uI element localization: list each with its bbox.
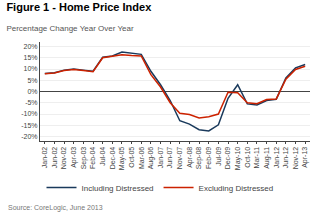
svg-text:-20%: -20%	[21, 133, 37, 140]
svg-text:Jan-12: Jan-12	[273, 147, 280, 169]
svg-text:Apr-08: Apr-08	[186, 147, 194, 168]
svg-text:May-05: May-05	[118, 147, 126, 170]
svg-text:Percentage Change Year Over Ye: Percentage Change Year Over Year	[6, 24, 134, 33]
svg-text:Mar-11: Mar-11	[253, 147, 260, 169]
svg-text:Jul-09: Jul-09	[215, 147, 222, 166]
svg-text:Jul-04: Jul-04	[99, 147, 106, 166]
svg-text:May-10: May-10	[234, 147, 242, 170]
svg-text:Excluding Distressed: Excluding Distressed	[199, 184, 274, 193]
svg-text:Sep-08: Sep-08	[195, 147, 203, 170]
svg-text:Source: CoreLogic, June 2013: Source: CoreLogic, June 2013	[8, 204, 103, 212]
svg-text:Oct-10: Oct-10	[244, 147, 251, 168]
svg-text:Nov-12: Nov-12	[292, 147, 299, 170]
svg-text:-15%: -15%	[21, 122, 37, 129]
svg-text:Dec-09: Dec-09	[224, 147, 231, 170]
svg-text:5%: 5%	[27, 77, 37, 84]
svg-text:Feb-04: Feb-04	[89, 147, 96, 169]
svg-text:15%: 15%	[24, 54, 38, 61]
svg-text:Figure 1 - Home Price Index: Figure 1 - Home Price Index	[6, 1, 152, 13]
svg-text:Nov-07: Nov-07	[176, 147, 183, 170]
svg-text:Mar-06: Mar-06	[138, 147, 145, 169]
svg-text:0%: 0%	[27, 88, 37, 95]
svg-text:-10%: -10%	[21, 110, 37, 117]
svg-text:-5%: -5%	[25, 99, 37, 106]
svg-text:Feb-09: Feb-09	[205, 147, 212, 169]
svg-text:Jun-12: Jun-12	[282, 147, 289, 169]
svg-text:20%: 20%	[24, 43, 38, 50]
svg-text:10%: 10%	[24, 65, 38, 72]
svg-text:Nov-02: Nov-02	[60, 147, 67, 170]
svg-text:Oct-05: Oct-05	[128, 147, 135, 168]
svg-text:Apr-13: Apr-13	[301, 147, 309, 168]
svg-text:Jun-02: Jun-02	[51, 147, 58, 169]
svg-text:Apr-03: Apr-03	[70, 147, 78, 168]
svg-text:Aug-06: Aug-06	[147, 147, 155, 170]
svg-text:Aug-11: Aug-11	[263, 147, 271, 169]
svg-text:Jun-07: Jun-07	[166, 147, 173, 169]
svg-text:Jan-02: Jan-02	[41, 147, 48, 169]
svg-text:Sep-03: Sep-03	[80, 147, 88, 170]
svg-text:Dec-04: Dec-04	[109, 147, 116, 170]
svg-text:Including Distressed: Including Distressed	[82, 184, 154, 193]
svg-text:Jan-07: Jan-07	[157, 147, 164, 169]
